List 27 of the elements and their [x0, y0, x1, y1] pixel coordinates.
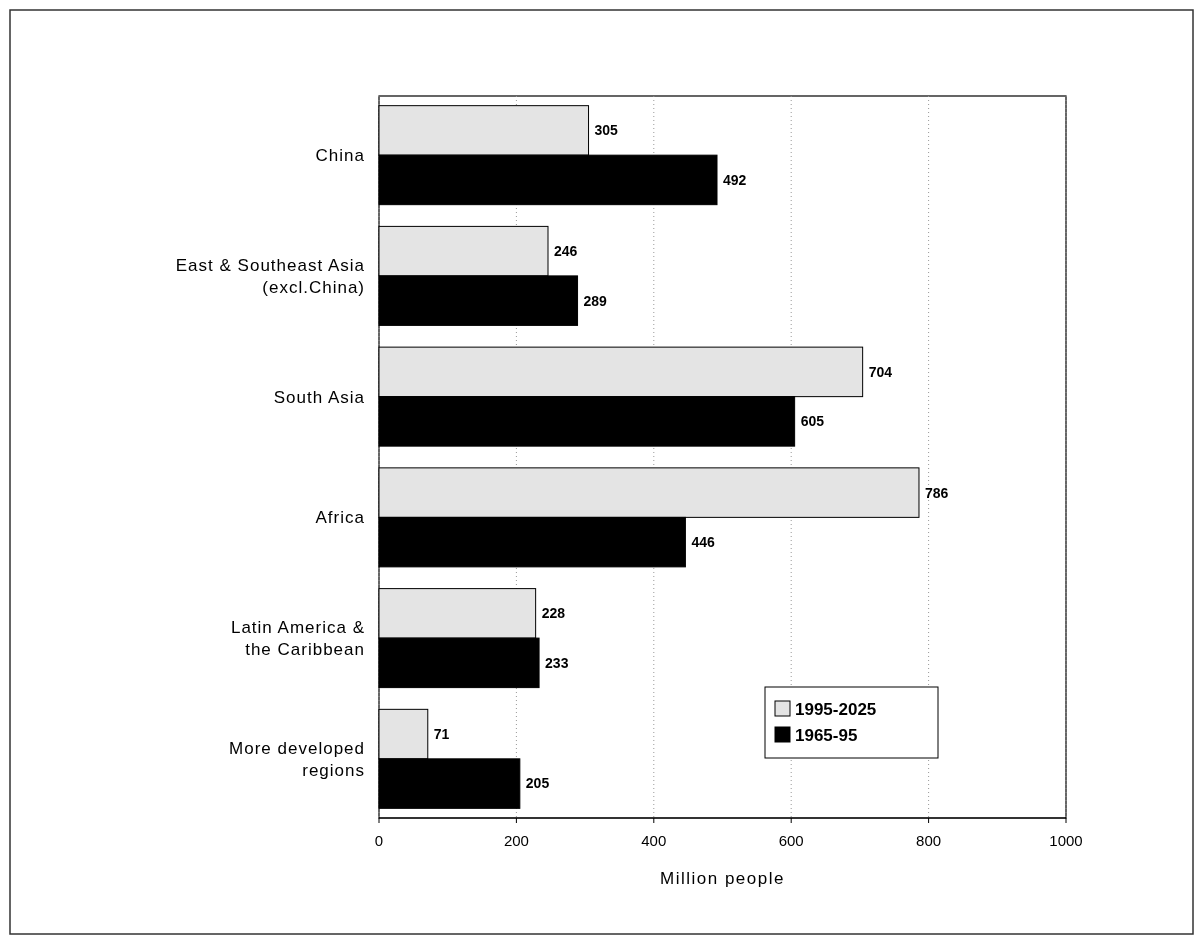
data-label: 305: [594, 122, 619, 139]
x-tick-label: 600: [778, 832, 804, 849]
data-label: 205: [525, 775, 550, 792]
y-tick-label: China: [315, 146, 365, 166]
y-tick-label: More developed regions: [229, 738, 365, 780]
x-tick-label: 1000: [1049, 832, 1083, 849]
legend-label: 1995-2025: [795, 699, 877, 719]
data-label: 704: [868, 363, 893, 380]
y-tick-label: Africa: [315, 508, 365, 528]
data-label: 233: [545, 654, 569, 671]
data-label: 246: [554, 243, 578, 260]
data-label: 605: [800, 413, 825, 430]
y-tick-label: Latin America & the Caribbean: [230, 618, 365, 660]
data-label: 446: [691, 534, 715, 551]
y-tick-label: South Asia: [273, 387, 365, 407]
x-axis-title: Million people: [660, 869, 785, 888]
x-tick-label: 200: [503, 832, 529, 849]
data-label: 71: [433, 725, 450, 742]
y-tick-label: East & Southeast Asia (excl.China): [175, 255, 365, 297]
data-label: 786: [924, 484, 949, 501]
data-label: 492: [723, 171, 747, 188]
x-tick-label: 800: [916, 832, 942, 849]
x-tick-label: 0: [374, 832, 384, 849]
data-label: 289: [583, 292, 608, 309]
legend-label: 1965-95: [795, 725, 858, 745]
data-label: 228: [541, 605, 566, 622]
x-tick-label: 400: [641, 832, 667, 849]
